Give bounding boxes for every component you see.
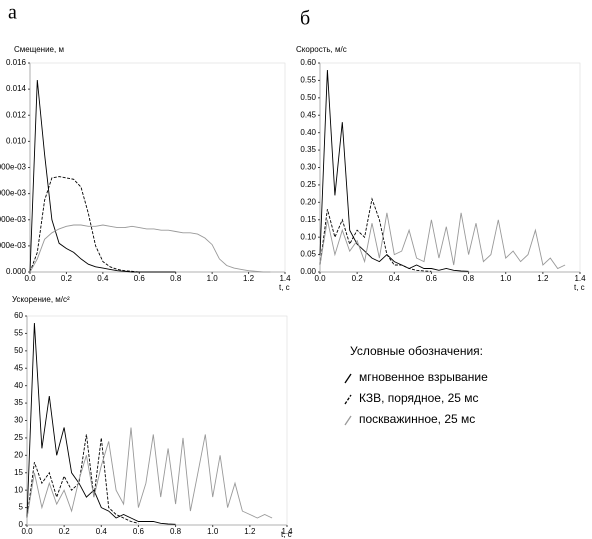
plot-frame (29, 62, 286, 273)
x-tick-label: 0.2 (61, 274, 73, 283)
y-tick-label: 60 (14, 311, 23, 320)
y-tick-label: 0.010 (6, 136, 27, 145)
series-line (29, 176, 140, 273)
y-tick-label: 0.55 (300, 76, 316, 85)
y-tick-label: 55 (14, 329, 23, 338)
y-tick-label: 35 (14, 398, 23, 407)
y-tick-label: 0.20 (300, 197, 316, 206)
x-tick-label: 1.2 (244, 527, 256, 536)
x-tick-label: 0.6 (133, 527, 145, 536)
y-tick-label: 0.05 (300, 250, 316, 259)
x-axis-title: t, c (281, 530, 292, 539)
panel-label: б (300, 8, 310, 30)
legend-label: КЗВ, порядное, 25 мс (359, 391, 479, 405)
x-axis-title: t, c (279, 283, 290, 292)
y-axis-title: Смещение, м (14, 45, 64, 54)
y-tick-label: 0.50 (300, 93, 316, 102)
x-tick-label: 1.4 (574, 274, 586, 283)
legend-swatch (344, 415, 352, 426)
plot-frame (26, 315, 288, 526)
x-tick-label: 0.2 (352, 274, 364, 283)
x-tick-label: 1.2 (537, 274, 549, 283)
series-line (26, 434, 139, 524)
y-tick-label: 0.30 (300, 163, 316, 172)
x-tick-label: 1.4 (281, 527, 293, 536)
x-tick-label: 1.2 (243, 274, 255, 283)
y-tick-label: 0.016 (6, 58, 27, 67)
y-tick-label: 0.012 (6, 110, 27, 119)
y-tick-label: 45 (14, 363, 23, 372)
x-tick-label: 0.8 (170, 527, 182, 536)
series-line (319, 69, 469, 272)
x-tick-label: 0.6 (134, 274, 146, 283)
y-tick-label: 0.25 (300, 180, 316, 189)
y-tick-label: 15 (14, 468, 23, 477)
legend-label: поскважинное, 25 мс (359, 412, 475, 426)
x-tick-label: 1.4 (279, 274, 291, 283)
y-tick-label: 50 (14, 346, 23, 355)
y-axis-title: Ускорение, м/с² (12, 295, 70, 304)
x-tick-label: 1.0 (207, 527, 219, 536)
y-tick-label: 10 (14, 485, 23, 494)
y-tick-label: 0.45 (300, 110, 316, 119)
legend-label: мгновенное взрывание (359, 370, 488, 384)
y-tick-label: 0.014 (6, 84, 27, 93)
x-tick-label: 0.0 (314, 274, 326, 283)
y-tick-label: 25 (14, 433, 23, 442)
panel-label: а (8, 2, 17, 24)
series-line (319, 212, 566, 270)
x-axis-title: t, c (574, 283, 585, 292)
y-tick-label: 20 (14, 450, 23, 459)
series-line (26, 322, 176, 525)
series-line (29, 79, 176, 273)
y-axis-title: Скорость, м/с (296, 45, 347, 54)
x-tick-label: 1.0 (500, 274, 512, 283)
y-tick-label: 0.35 (300, 145, 316, 154)
x-tick-label: 0.2 (59, 527, 71, 536)
y-tick-label: 30 (14, 416, 23, 425)
y-tick-label: 5 (19, 503, 24, 512)
y-tick-label: 0.00 (300, 267, 316, 276)
y-tick-label: 40 (14, 381, 23, 390)
legend-title: Условные обозначения: (350, 344, 483, 358)
x-tick-label: 0.4 (97, 274, 109, 283)
x-tick-label: 0.0 (21, 527, 33, 536)
x-tick-label: 0.4 (389, 274, 401, 283)
series-line (29, 224, 271, 273)
y-tick-label: 0.15 (300, 215, 316, 224)
x-tick-label: 0.0 (24, 274, 36, 283)
y-tick-label: 0.10 (300, 232, 316, 241)
plot-frame (319, 62, 581, 273)
x-tick-label: 0.4 (96, 527, 108, 536)
legend-swatch (344, 373, 352, 384)
legend-swatch (344, 394, 352, 405)
x-tick-label: 0.8 (170, 274, 182, 283)
series-line (26, 427, 273, 519)
x-tick-label: 1.0 (207, 274, 219, 283)
series-line (319, 197, 432, 272)
y-tick-label: 0.60 (300, 58, 316, 67)
y-tick-label: 0.40 (300, 128, 316, 137)
y-tick-label: 0.000 (6, 267, 27, 276)
y-tick-label: 0 (19, 520, 24, 529)
x-tick-label: 0.8 (463, 274, 475, 283)
x-tick-label: 0.6 (426, 274, 438, 283)
